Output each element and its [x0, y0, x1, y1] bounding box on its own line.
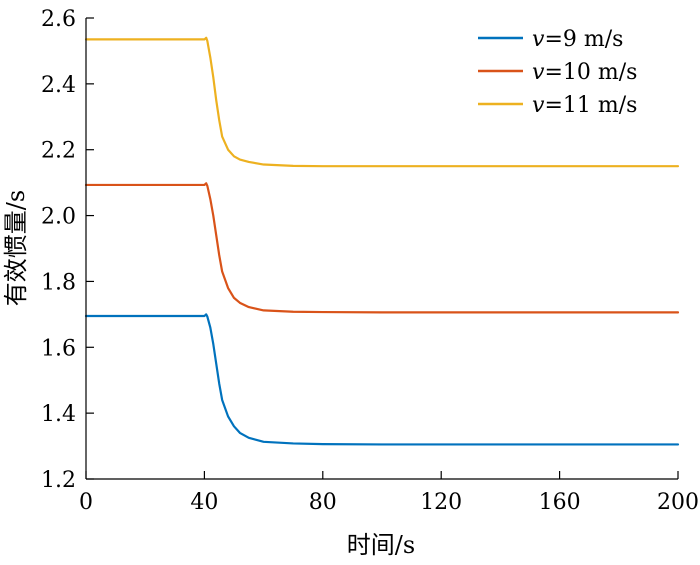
x-tick-label: 0 — [79, 490, 93, 515]
legend-label-2: v=10 m/s — [532, 60, 637, 85]
series-line-2 — [84, 182, 680, 314]
legend-variable: v — [532, 60, 545, 85]
y-tick-label: 2.6 — [41, 7, 76, 32]
y-tick-label: 1.8 — [41, 270, 76, 295]
x-tick-label: 200 — [657, 490, 699, 515]
legend-value: =9 m/s — [544, 27, 623, 52]
legend-value: =11 m/s — [544, 93, 637, 118]
x-tick-label: 40 — [190, 490, 218, 515]
x-tick-label: 80 — [309, 490, 337, 515]
series-line-1 — [84, 313, 680, 446]
y-tick-label: 2.4 — [41, 73, 76, 98]
x-axis-title: 时间/s — [347, 531, 415, 559]
axes: 0 40 80 120 160 200 1.2 1.4 1.6 1.8 2.0 2.2 2.4 2.6 — [41, 7, 699, 515]
y-tick-label: 2.0 — [41, 205, 76, 230]
y-tick-label: 1.4 — [41, 402, 76, 427]
series-layer — [84, 36, 680, 446]
legend-label-3: v=11 m/s — [532, 93, 637, 118]
x-tick-label: 160 — [539, 490, 581, 515]
x-tick-label: 120 — [420, 490, 462, 515]
series-line-3 — [84, 36, 680, 168]
legend: v=9 m/sv=10 m/sv=11 m/s — [478, 27, 637, 118]
y-tick-label: 1.2 — [41, 468, 76, 493]
y-tick-label: 2.2 — [41, 139, 76, 164]
y-tick-label: 1.6 — [41, 336, 76, 361]
legend-variable: v — [532, 27, 545, 52]
y-axis-title: 有效惯量/s — [2, 190, 30, 306]
legend-label-1: v=9 m/s — [532, 27, 623, 52]
legend-variable: v — [532, 93, 545, 118]
legend-value: =10 m/s — [544, 60, 637, 85]
